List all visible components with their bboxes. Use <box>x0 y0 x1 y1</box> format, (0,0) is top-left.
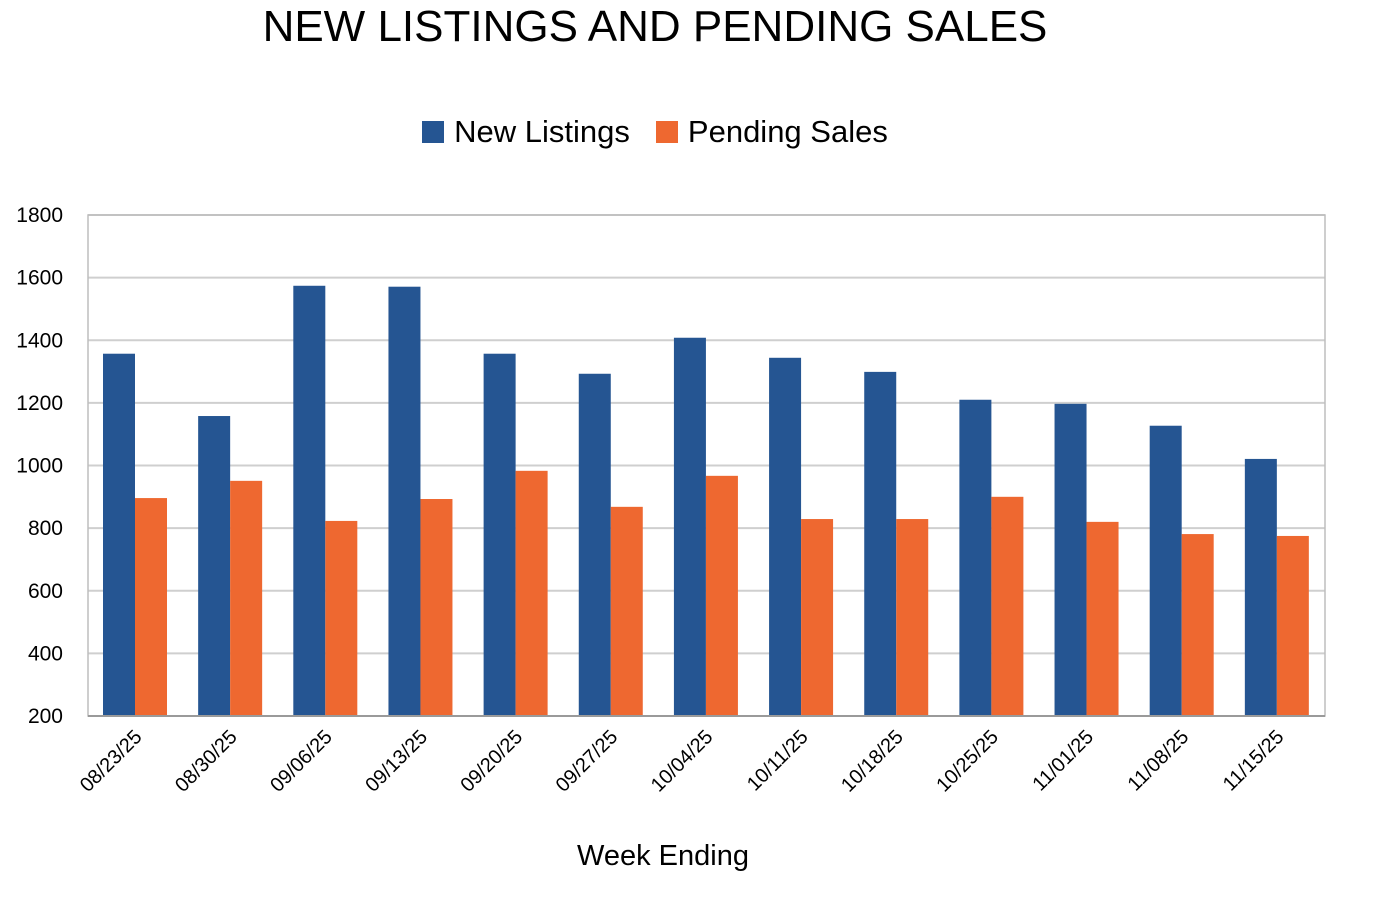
x-tick-label: 11/08/25 <box>1124 726 1194 796</box>
bar-pending-sales <box>705 475 738 716</box>
bar-new-listings <box>673 337 706 716</box>
x-tick-label: 10/18/25 <box>837 726 908 797</box>
x-tick-label: 09/13/25 <box>361 726 432 797</box>
y-tick-label: 1000 <box>16 455 63 478</box>
x-tick-label: 09/27/25 <box>552 726 623 797</box>
x-tick-label: 10/11/25 <box>743 726 813 796</box>
legend-swatch-pending-sales <box>655 121 678 143</box>
legend: New Listings Pending Sales <box>0 114 1310 150</box>
x-tick-label: 08/30/25 <box>171 726 242 797</box>
bar-pending-sales <box>1086 521 1119 716</box>
bar-new-listings <box>103 353 135 716</box>
x-tick-label: 09/06/25 <box>266 726 337 797</box>
y-tick-label: 1400 <box>16 329 63 352</box>
bar-new-listings <box>198 416 231 716</box>
bar-new-listings <box>864 371 897 716</box>
bar-new-listings <box>293 285 326 716</box>
bar-pending-sales <box>991 496 1024 716</box>
x-tick-label: 08/23/25 <box>76 726 147 797</box>
legend-item-new-listings: New Listings <box>422 114 630 150</box>
y-tick-label: 1600 <box>16 267 63 290</box>
y-tick-label: 1800 <box>16 204 63 227</box>
x-tick-label: 10/25/25 <box>932 726 1003 797</box>
bar-new-listings <box>578 373 611 716</box>
x-tick-label: 11/01/25 <box>1029 726 1099 796</box>
x-tick-label: 09/20/25 <box>457 726 528 797</box>
bar-pending-sales <box>610 506 643 716</box>
bar-new-listings <box>769 357 802 716</box>
y-tick-label: 400 <box>28 642 63 665</box>
bar-new-listings <box>1149 425 1182 716</box>
bar-new-listings <box>1244 458 1277 716</box>
bar-pending-sales <box>230 480 263 716</box>
legend-swatch-new-listings <box>422 121 445 143</box>
x-axis-label: Week Ending <box>577 840 749 872</box>
chart-title: NEW LISTINGS AND PENDING SALES <box>262 2 1048 51</box>
bar-new-listings <box>959 399 992 716</box>
bar-new-listings <box>388 286 421 716</box>
bar-pending-sales <box>325 520 358 716</box>
bar-pending-sales <box>135 498 167 716</box>
y-tick-label: 1200 <box>16 392 63 415</box>
bar-pending-sales <box>515 470 548 716</box>
y-tick-label: 800 <box>28 517 63 540</box>
legend-label-new-listings: New Listings <box>454 114 630 149</box>
bar-new-listings <box>1054 403 1087 716</box>
y-tick-label: 200 <box>28 705 63 728</box>
bar-pending-sales <box>1276 535 1309 716</box>
y-tick-label: 600 <box>28 580 63 603</box>
bar-pending-sales <box>1181 534 1214 716</box>
bar-pending-sales <box>420 499 453 716</box>
bar-pending-sales <box>801 519 834 716</box>
x-tick-label: 10/04/25 <box>647 726 718 797</box>
bar-pending-sales <box>896 519 929 716</box>
legend-label-pending-sales: Pending Sales <box>687 114 888 149</box>
x-tick-label: 11/15/25 <box>1219 726 1289 796</box>
legend-item-pending-sales: Pending Sales <box>655 114 888 150</box>
bar-new-listings <box>483 353 516 716</box>
